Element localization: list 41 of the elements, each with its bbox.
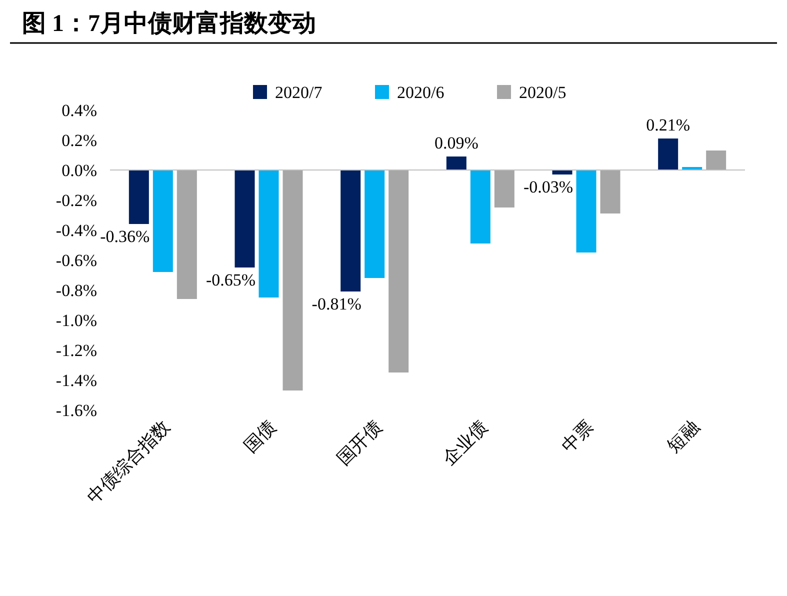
bar [258, 170, 279, 298]
x-tick-label: 中票 [557, 416, 598, 456]
y-tick-label: -0.2% [56, 191, 97, 210]
y-tick-label: 0.0% [62, 161, 97, 180]
bar [706, 150, 726, 170]
bar [340, 170, 361, 292]
bar [388, 170, 409, 372]
bar [494, 170, 514, 208]
bar [176, 170, 197, 299]
data-label: 0.21% [646, 116, 690, 134]
y-tick-label: -0.8% [56, 281, 97, 300]
bar [234, 170, 255, 268]
y-tick-label: -0.4% [56, 221, 97, 240]
legend-label: 2020/5 [519, 83, 566, 102]
bar [600, 170, 620, 214]
bar [576, 170, 596, 252]
bar [446, 156, 466, 170]
y-tick-label: -1.4% [56, 371, 97, 390]
y-tick-label: -1.2% [56, 341, 97, 360]
x-tick-label: 国开债 [333, 416, 386, 470]
chart-title: 图 1：7月中债财富指数变动 [22, 9, 316, 37]
legend-label: 2020/6 [397, 83, 444, 102]
bar [128, 170, 149, 224]
data-label: -0.03% [523, 178, 574, 196]
bar [364, 170, 385, 278]
legend-label: 2020/7 [275, 83, 323, 102]
bar [152, 170, 173, 272]
x-tick-label: 企业债 [438, 416, 492, 470]
bar [658, 138, 678, 170]
data-label: 0.09% [434, 134, 478, 152]
x-tick-label: 短融 [663, 416, 703, 456]
bar [470, 170, 490, 244]
data-label: -0.36% [100, 227, 150, 246]
y-tick-label: 0.2% [62, 131, 97, 150]
data-label: -0.81% [312, 294, 362, 314]
y-tick-label: -1.0% [56, 311, 97, 330]
y-tick-label: -0.6% [56, 251, 97, 270]
y-tick-label: 0.4% [62, 101, 97, 120]
bar [282, 170, 303, 390]
data-label: -0.65% [206, 270, 256, 290]
x-tick-label: 国债 [240, 416, 280, 456]
